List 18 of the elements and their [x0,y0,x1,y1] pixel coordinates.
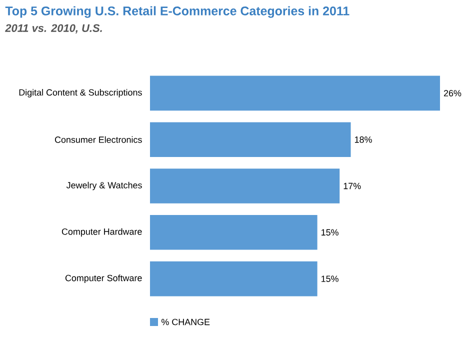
data-label: 15% [322,276,338,282]
data-label: 26% [444,90,462,96]
legend-label: % CHANGE [162,318,210,326]
text: 2011 vs. 2010, U.S. [5,24,102,34]
bar [150,168,340,204]
y-tick-label: Jewelry & Watches [66,182,142,190]
data-label: 15% [322,229,338,236]
y-tick-label: Computer Hardware [62,228,142,237]
bar [150,76,440,111]
y-tick-label: Consumer Electronics [54,136,142,143]
bar [150,215,318,250]
data-label: 18% [354,136,372,143]
bar [150,261,318,296]
bar [150,122,351,158]
y-tick-label: Computer Software [65,274,142,283]
data-label: 17% [344,182,361,190]
chart-title: Top 5 Growing U.S. Retail E-Commerce Categories in 2011 [5,6,350,18]
y-tick-label: Digital Content & Subscriptions [19,89,142,98]
